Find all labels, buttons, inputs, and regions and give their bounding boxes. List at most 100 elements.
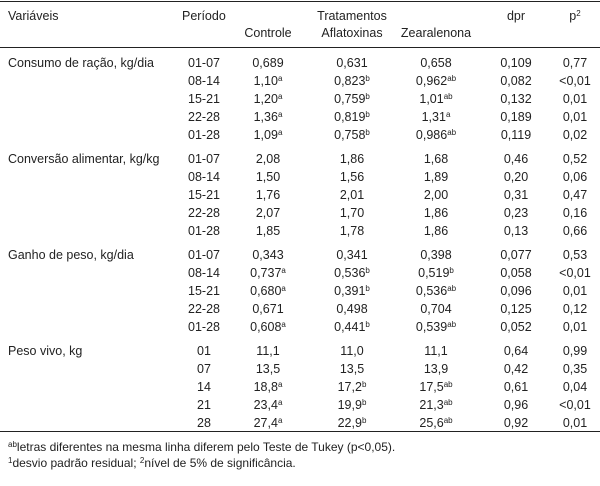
cell-controle: 23,4a: [254, 398, 283, 413]
header-rule: [0, 47, 600, 48]
cell-p: 0,01: [563, 416, 587, 431]
cell-aflatoxinas: 1,56: [340, 170, 364, 185]
cell-aflatoxinas-value: 0,631: [336, 56, 368, 70]
cell-dpr-value: 0,20: [503, 170, 529, 184]
cell-periodo: 22-28: [188, 110, 220, 125]
cell-dpr: 0,189: [500, 110, 531, 125]
significance-letter: a: [277, 110, 283, 119]
header-p-label: p: [569, 9, 577, 23]
significance-letter: b: [365, 128, 370, 137]
cell-p-value: 0,01: [562, 110, 588, 124]
cell-dpr: 0,64: [504, 344, 528, 359]
cell-zearalenona: 0,519b: [418, 266, 454, 281]
cell-periodo-value: 14: [197, 380, 211, 394]
cell-dpr-value: 0,052: [500, 320, 532, 334]
cell-aflatoxinas: 0,819b: [334, 110, 370, 125]
header-controle: Controle: [244, 26, 292, 40]
header-p: p2: [569, 9, 580, 24]
cell-controle-value: 13,5: [255, 362, 281, 376]
cell-controle: 27,4a: [254, 416, 283, 431]
cell-zearalenona: 2,00: [424, 188, 448, 203]
header-p-sup: 2: [576, 9, 581, 18]
cell-p: 0,01: [563, 320, 587, 335]
cell-aflatoxinas: 17,2b: [338, 380, 367, 395]
significance-letter: b: [365, 110, 370, 119]
cell-dpr: 0,23: [504, 206, 528, 221]
cell-dpr: 0,46: [504, 152, 528, 167]
cell-controle-value: 1,10: [253, 74, 278, 88]
significance-letter: b: [361, 380, 367, 389]
cell-zearalenona-value: 1,31: [421, 110, 446, 124]
cell-controle: 13,5: [256, 362, 280, 377]
cell-p-value: 0,53: [562, 248, 588, 262]
cell-zearalenona: 0,539ab: [416, 320, 456, 335]
cell-dpr: 0,42: [504, 362, 528, 377]
cell-aflatoxinas: 0,498: [336, 302, 367, 317]
cell-p: 0,66: [563, 224, 587, 239]
cell-controle: 0,689: [252, 56, 283, 71]
significance-letter: a: [277, 74, 283, 83]
cell-p: 0,77: [563, 56, 587, 71]
significance-letter: b: [361, 398, 367, 407]
cell-zearalenona-value: 0,539: [415, 320, 448, 334]
cell-zearalenona: 25,6ab: [419, 416, 452, 431]
cell-periodo-value: 01-07: [188, 56, 220, 70]
cell-zearalenona: 0,962ab: [416, 74, 456, 89]
cell-dpr-value: 0,058: [500, 266, 532, 280]
significance-letter: ab: [447, 320, 457, 329]
cell-aflatoxinas: 0,341: [336, 248, 367, 263]
cell-aflatoxinas-value: 0,759: [334, 92, 366, 106]
cell-periodo-value: 15-21: [188, 92, 220, 106]
cell-periodo: 28: [197, 416, 211, 431]
cell-zearalenona: 11,1: [424, 344, 447, 359]
cell-controle-value: 2,07: [255, 206, 281, 220]
cell-zearalenona-value: 1,89: [423, 170, 449, 184]
cell-periodo: 14: [197, 380, 211, 395]
cell-dpr: 0,052: [500, 320, 531, 335]
cell-zearalenona: 1,31a: [422, 110, 451, 125]
cell-periodo-value: 01-28: [188, 320, 220, 334]
footnote-2-sup-1: 1: [8, 456, 13, 465]
group-label: Conversão alimentar, kg/kg: [8, 152, 160, 166]
cell-zearalenona: 1,86: [424, 224, 448, 239]
cell-aflatoxinas: 0,823b: [334, 74, 370, 89]
cell-dpr: 0,077: [500, 248, 531, 263]
cell-periodo-value: 22-28: [188, 302, 220, 316]
cell-dpr-value: 0,61: [503, 380, 529, 394]
cell-aflatoxinas: 0,536b: [334, 266, 370, 281]
footnote-1-text: letras diferentes na mesma linha diferem…: [16, 440, 396, 454]
cell-controle: 0,671: [252, 302, 283, 317]
significance-letter: ab: [447, 74, 457, 83]
cell-p: 0,35: [563, 362, 587, 377]
cell-controle-value: 2,08: [255, 152, 281, 166]
cell-p: 0,06: [563, 170, 587, 185]
cell-zearalenona-value: 21,3: [419, 398, 444, 412]
cell-dpr-value: 0,119: [500, 128, 532, 142]
significance-letter: b: [365, 74, 370, 83]
header-tratamentos: Tratamentos: [317, 9, 387, 23]
cell-p: 0,12: [563, 302, 587, 317]
cell-periodo: 08-14: [188, 74, 220, 89]
cell-aflatoxinas-value: 1,56: [339, 170, 365, 184]
significance-letter: a: [277, 128, 283, 137]
cell-periodo-value: 01-28: [188, 224, 220, 238]
cell-periodo-value: 15-21: [188, 284, 220, 298]
header-zearalenona: Zearalenona: [400, 26, 472, 40]
cell-controle: 0,680a: [250, 284, 286, 299]
cell-controle: 11,1: [256, 344, 279, 359]
footnote-1-sup: ab: [8, 440, 17, 449]
cell-p: 0,52: [563, 152, 587, 167]
cell-aflatoxinas-value: 17,2: [337, 380, 362, 394]
cell-dpr-value: 0,42: [503, 362, 529, 376]
cell-periodo-value: 22-28: [188, 110, 220, 124]
cell-periodo-value: 07: [197, 362, 211, 376]
cell-dpr-value: 0,082: [500, 74, 532, 88]
significance-letter: ab: [443, 416, 453, 425]
cell-dpr: 0,31: [504, 188, 528, 203]
cell-dpr: 0,125: [500, 302, 531, 317]
cell-p: <0,01: [559, 74, 591, 89]
cell-controle: 0,737a: [250, 266, 286, 281]
cell-zearalenona-value: 0,986: [415, 128, 448, 142]
cell-aflatoxinas: 0,631: [336, 56, 367, 71]
cell-p: 0,01: [563, 110, 587, 125]
